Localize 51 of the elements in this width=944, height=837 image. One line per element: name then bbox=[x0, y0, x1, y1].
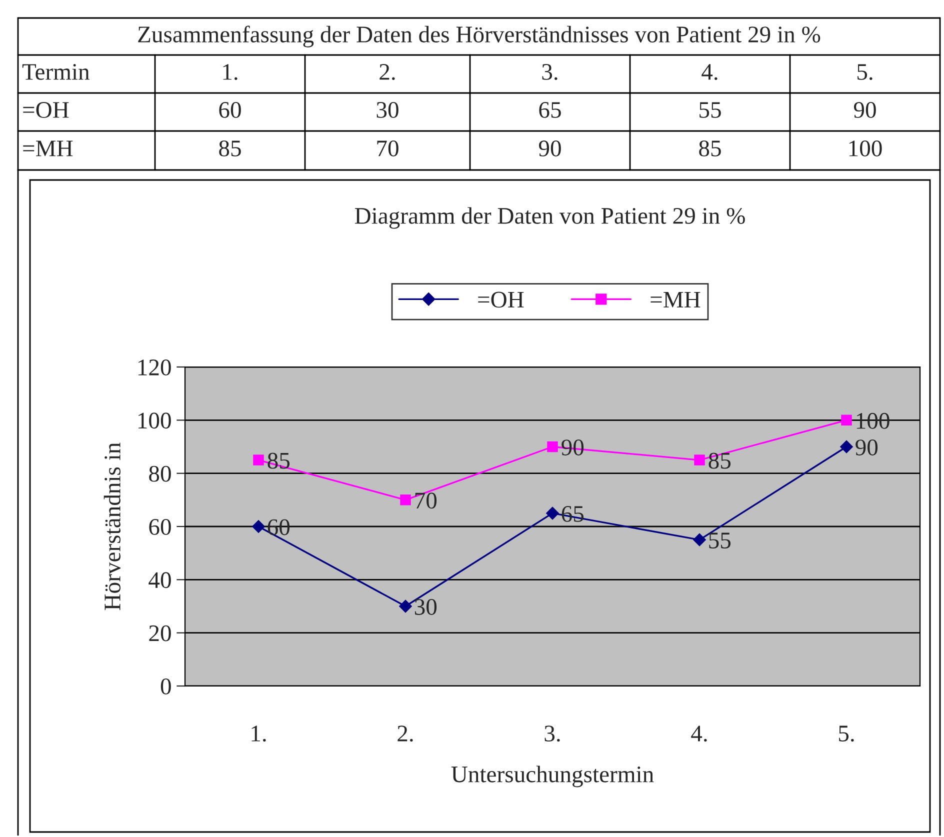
point bbox=[547, 441, 558, 452]
x-tick-label: 2. bbox=[398, 726, 413, 742]
text: =OH bbox=[23, 102, 69, 118]
point bbox=[840, 440, 853, 454]
y-tick-label: 40 bbox=[148, 572, 171, 588]
text: 100 bbox=[849, 140, 882, 156]
data-label: 70 bbox=[415, 492, 437, 509]
y-tick-label: 120 bbox=[138, 359, 171, 376]
text: 70 bbox=[377, 140, 398, 156]
text: 55 bbox=[700, 102, 721, 118]
y-tick-label: 20 bbox=[149, 625, 171, 642]
text: 90 bbox=[854, 102, 876, 118]
x-tick-label: 3. bbox=[544, 726, 560, 742]
y-tick-label: 0 bbox=[160, 678, 171, 694]
text: 90 bbox=[538, 140, 561, 156]
y-tick-label: 100 bbox=[138, 412, 171, 429]
data-label: 30 bbox=[414, 599, 437, 615]
point bbox=[546, 506, 559, 520]
x-tick-label: 4. bbox=[691, 726, 707, 742]
x-tick-label: 5. bbox=[839, 726, 854, 742]
point bbox=[400, 494, 411, 506]
data-label: 85 bbox=[708, 452, 731, 469]
data-label: 90 bbox=[856, 440, 878, 456]
legend-label: =MH bbox=[650, 292, 700, 308]
category-label: 4. bbox=[702, 64, 718, 80]
text: 30 bbox=[376, 102, 398, 118]
category-label: 5. bbox=[858, 64, 872, 80]
text: 85 bbox=[219, 140, 241, 156]
point bbox=[694, 454, 705, 466]
point bbox=[841, 414, 852, 426]
y-tick-label: 60 bbox=[149, 518, 171, 535]
chart-subtitle: Diagramm der Daten von Patient 29 in % bbox=[354, 207, 745, 229]
chart-title: Zusammenfassung der Daten des Hörverständnisses von Patient 29 in % bbox=[138, 26, 820, 48]
point bbox=[253, 454, 264, 466]
text: Termin bbox=[22, 64, 90, 80]
category-label: 1. bbox=[223, 64, 238, 80]
category-label: 3. bbox=[542, 64, 558, 80]
legend-label: =OH bbox=[478, 292, 524, 308]
x-axis-title: Untersuchungstermin bbox=[451, 766, 654, 788]
y-axis-title: Hörverständnis in bbox=[104, 442, 120, 610]
text: 85 bbox=[699, 140, 721, 156]
x-tick-label: 1. bbox=[252, 726, 266, 742]
point bbox=[252, 520, 265, 533]
text: 60 bbox=[219, 102, 241, 118]
text: 65 bbox=[539, 102, 561, 118]
y-tick-label: 80 bbox=[149, 466, 171, 482]
point bbox=[693, 533, 706, 546]
point bbox=[399, 600, 412, 613]
text: =MH bbox=[23, 140, 73, 156]
category-label: 2. bbox=[380, 64, 395, 80]
data-label: 55 bbox=[709, 532, 731, 548]
